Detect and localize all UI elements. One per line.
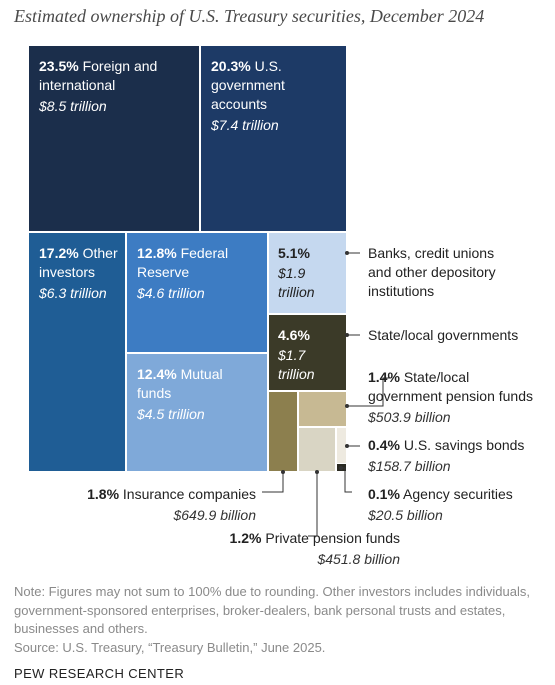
callout-privpension-name: Private pension funds: [265, 530, 400, 546]
brand-name: PEW RESEARCH CENTER: [14, 666, 185, 681]
tile-mutual-name-1: Mutual: [180, 366, 223, 382]
callout-savings-value: $158.7 billion: [368, 458, 451, 474]
callout-savings-name: U.S. savings bonds: [403, 437, 525, 453]
tile-banks-value-1: $1.9: [278, 265, 306, 281]
callout-privpension-value: $451.8 billion: [317, 551, 400, 567]
leader-statepension: [347, 377, 390, 407]
leader-dot-banks: [345, 251, 349, 255]
tile-govacct-name-2: government: [211, 77, 285, 93]
leader-privpension: [308, 472, 318, 537]
leader-dot-privpension: [315, 470, 319, 474]
tile-fed-pct: 12.8%: [137, 245, 177, 261]
tile-govacct-pct: 20.3%: [211, 58, 251, 74]
callout-privpension: 1.2% Private pension funds $451.8 billio…: [230, 529, 400, 569]
callout-agency-pct: 0.1%: [368, 486, 400, 502]
callout-savings-pct: 0.4%: [368, 437, 400, 453]
leader-dot-savings: [345, 444, 349, 448]
tile-statepension: [298, 391, 347, 427]
tile-fed-name-1: Federal: [180, 245, 229, 261]
callout-agency-name: Agency securities: [403, 486, 513, 502]
tile-foreign-name-2: international: [39, 77, 116, 93]
callout-banks-line-3: institutions: [368, 283, 435, 299]
tile-other-name-2: investors: [39, 264, 96, 280]
callout-banks-line-2: and other depository: [368, 264, 496, 280]
callout-agency: 0.1% Agency securities $20.5 billion: [368, 485, 513, 525]
callout-insurance-name: Insurance companies: [122, 486, 256, 502]
tile-mutual-value: $4.5 trillion: [137, 406, 205, 422]
tile-statelocal-value-2: trillion: [278, 366, 315, 382]
tile-foreign-value: $8.5 trillion: [39, 98, 107, 114]
leader-dot-insurance: [281, 470, 285, 474]
footnote: Note: Figures may not sum to 100% due to…: [14, 583, 534, 657]
tile-other: 17.2% Other investors $6.3 trillion: [28, 232, 126, 472]
callout-savings: 0.4% U.S. savings bonds $158.7 billion: [368, 436, 524, 476]
tile-govacct-value: $7.4 trillion: [211, 117, 279, 133]
tile-mutual: 12.4% Mutual funds $4.5 trillion: [126, 353, 268, 472]
leader-agency: [341, 467, 352, 493]
tile-banks-pct: 5.1%: [278, 245, 310, 261]
callout-statepension-value: $503.9 billion: [368, 409, 451, 425]
tile-fed-name-2: Reserve: [137, 264, 190, 280]
callout-statepension-line-1: State/local: [403, 369, 470, 385]
leader-dot-agency: [339, 466, 343, 470]
tile-insurance: [268, 391, 298, 472]
tile-mutual-name-2: funds: [137, 385, 172, 401]
tile-other-value: $6.3 trillion: [39, 285, 107, 301]
callout-banks-line-1: Banks, credit unions: [368, 245, 495, 261]
tile-banks: 5.1% $1.9 trillion: [268, 232, 347, 314]
leader-dot-statepension: [345, 404, 349, 408]
callout-statepension-pct: 1.4%: [368, 369, 400, 385]
tile-other-name-1: Other: [82, 245, 118, 261]
leader-insurance: [262, 472, 284, 493]
tile-privpension: [298, 427, 336, 472]
tile-banks-value-2: trillion: [278, 284, 315, 300]
tile-mutual-pct: 12.4%: [137, 366, 177, 382]
tile-fed: 12.8% Federal Reserve $4.6 trillion: [126, 232, 268, 353]
callout-agency-value: $20.5 billion: [368, 507, 443, 523]
tile-statelocal-pct: 4.6%: [278, 327, 310, 343]
tile-govacct: 20.3% U.S. government accounts $7.4 tril…: [200, 45, 347, 232]
tile-fed-value: $4.6 trillion: [137, 285, 205, 301]
callout-banks: Banks, credit unions and other depositor…: [368, 244, 496, 301]
callout-privpension-pct: 1.2%: [229, 530, 262, 546]
tile-statelocal: 4.6% $1.7 trillion: [268, 314, 347, 391]
callout-statepension: 1.4% State/local government pension fund…: [368, 368, 533, 427]
callout-statelocal: State/local governments: [368, 326, 518, 345]
note-text: Note: Figures may not sum to 100% due to…: [14, 584, 530, 636]
tile-statelocal-value-1: $1.7: [278, 347, 306, 363]
tile-foreign: 23.5% Foreign and international $8.5 tri…: [28, 45, 200, 232]
callout-insurance-value: $649.9 billion: [173, 507, 256, 523]
chart-title: Estimated ownership of U.S. Treasury sec…: [14, 6, 485, 26]
callout-statepension-line-2: government pension funds: [368, 388, 533, 404]
callout-statelocal-name: State/local governments: [368, 327, 519, 343]
tile-govacct-name-3: accounts: [211, 96, 268, 112]
callout-insurance: 1.8% Insurance companies $649.9 billion: [87, 485, 256, 525]
tile-govacct-name-1: U.S.: [254, 58, 282, 74]
callout-insurance-pct: 1.8%: [87, 486, 120, 502]
tile-foreign-pct: 23.5%: [39, 58, 79, 74]
source-text: Source: U.S. Treasury, “Treasury Bulleti…: [14, 639, 326, 655]
leader-dot-statelocal: [345, 333, 349, 337]
tile-other-pct: 17.2%: [39, 245, 79, 261]
tile-foreign-name-1: Foreign and: [82, 58, 158, 74]
